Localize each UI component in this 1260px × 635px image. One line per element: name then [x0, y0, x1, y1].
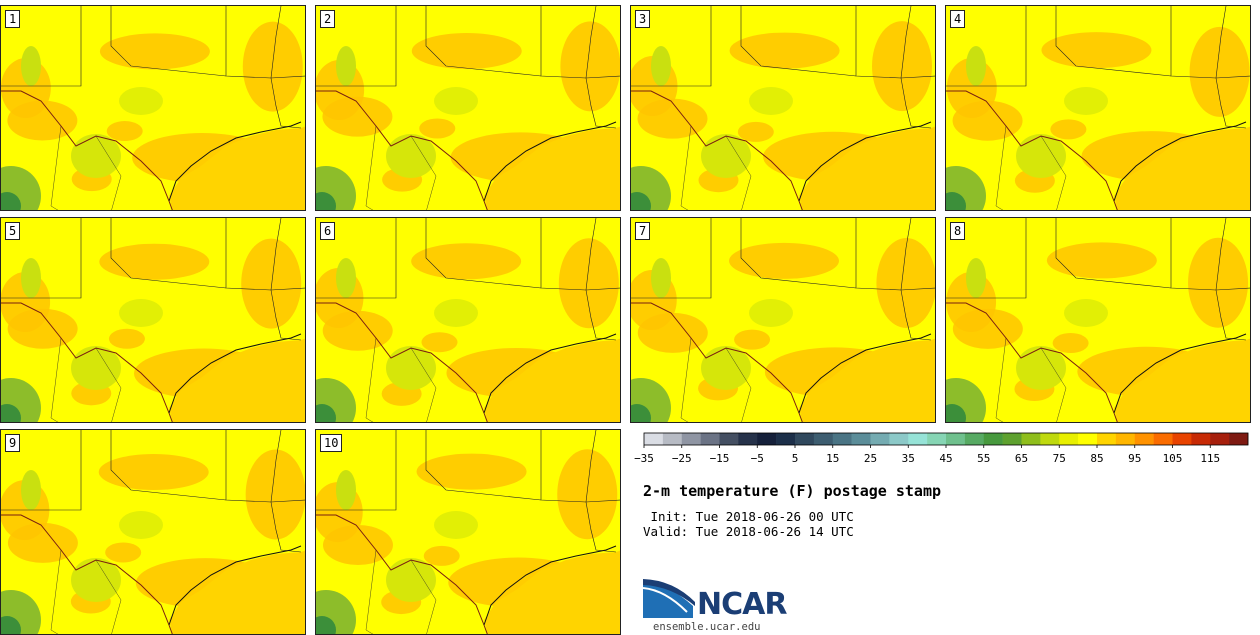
- colorbar-tick-label: 115: [1200, 452, 1221, 465]
- colorbar-swatch: [813, 433, 834, 445]
- temperature-map: [1, 6, 305, 210]
- colorbar-tick-label: 25: [863, 452, 878, 465]
- member-number: 4: [950, 10, 966, 28]
- temperature-map: [631, 218, 935, 422]
- colorbar-swatch: [1191, 433, 1211, 445]
- member-panel-10: 10: [315, 429, 621, 635]
- temperature-colorbar: [643, 432, 1249, 448]
- colorbar-swatch: [870, 433, 890, 445]
- colorbar-tick-label: 95: [1128, 452, 1142, 465]
- colorbar-tick-label: 105: [1162, 452, 1183, 465]
- colorbar-tick-labels: −35 −25 −15 −5 5 15 25 35 45 55 65 75 85 95 105 115: [634, 452, 1260, 468]
- colorbar-swatch: [1172, 433, 1192, 445]
- colorbar-swatch: [757, 433, 777, 445]
- temperature-map: [1, 430, 305, 634]
- member-panel-3: 3: [630, 5, 936, 211]
- colorbar-swatch: [1078, 433, 1098, 445]
- colorbar-swatch: [927, 433, 947, 445]
- colorbar-swatch: [1040, 433, 1060, 445]
- temperature-map: [1, 218, 305, 422]
- member-number: 6: [320, 222, 336, 240]
- valid-time: Valid: Tue 2018-06-26 14 UTC: [643, 524, 854, 539]
- colorbar-swatch: [1153, 433, 1173, 445]
- member-panel-9: 9: [0, 429, 306, 635]
- colorbar-tick-label: −15: [709, 452, 730, 465]
- colorbar-tick-label: −35: [634, 452, 654, 465]
- colorbar-tick-label: 85: [1090, 452, 1104, 465]
- colorbar-swatch: [1021, 433, 1041, 445]
- colorbar-tick-label: 5: [791, 452, 799, 465]
- temperature-map: [316, 6, 620, 210]
- colorbar-swatch: [889, 433, 909, 445]
- member-number: 8: [950, 222, 966, 240]
- colorbar-swatch: [719, 433, 739, 445]
- ncar-logo-icon: [643, 579, 695, 618]
- member-number: 9: [5, 434, 21, 452]
- colorbar-swatch: [1210, 433, 1230, 445]
- colorbar-swatch: [908, 433, 928, 445]
- colorbar-swatch: [946, 433, 966, 445]
- colorbar-tick-label: −25: [671, 452, 692, 465]
- colorbar-swatch: [1097, 433, 1117, 445]
- colorbar-swatch: [1059, 433, 1079, 445]
- colorbar-tick-label: 55: [977, 452, 991, 465]
- colorbar-tick-label: 45: [939, 452, 953, 465]
- member-number: 10: [320, 434, 343, 452]
- member-number: 2: [320, 10, 336, 28]
- init-time: Init: Tue 2018-06-26 00 UTC: [643, 509, 854, 524]
- member-panel-5: 5: [0, 217, 306, 423]
- member-panel-4: 4: [945, 5, 1251, 211]
- colorbar-swatch: [738, 433, 758, 445]
- colorbar-swatch: [681, 433, 701, 445]
- page-title: 2-m temperature (F) postage stamp: [643, 482, 942, 500]
- colorbar-swatch: [964, 433, 985, 445]
- member-number: 3: [635, 10, 651, 28]
- colorbar-swatch: [851, 433, 871, 445]
- colorbar-tick-label: 75: [1052, 452, 1066, 465]
- member-panel-6: 6: [315, 217, 621, 423]
- colorbar-tick-label: −5: [750, 452, 764, 465]
- colorbar-tick-label: 65: [1014, 452, 1029, 465]
- colorbar-swatch: [983, 433, 1003, 445]
- colorbar-tick-label: 15: [826, 452, 840, 465]
- temperature-map: [316, 218, 620, 422]
- ncar-logo-text: NCAR: [697, 587, 787, 622]
- temperature-map: [946, 6, 1250, 210]
- member-number: 5: [5, 222, 21, 240]
- temperature-map: [316, 430, 620, 634]
- member-panel-2: 2: [315, 5, 621, 211]
- member-panel-8: 8: [945, 217, 1251, 423]
- colorbar-swatch: [644, 433, 664, 445]
- member-number: 1: [5, 10, 21, 28]
- colorbar-swatch: [832, 433, 852, 445]
- member-number: 7: [635, 222, 651, 240]
- colorbar-swatch: [662, 433, 683, 445]
- colorbar-swatch: [1134, 433, 1154, 445]
- member-panel-7: 7: [630, 217, 936, 423]
- colorbar-swatch: [700, 433, 720, 445]
- colorbar-swatch: [776, 433, 796, 445]
- colorbar-tick-label: 35: [901, 452, 915, 465]
- colorbar-swatch: [1002, 433, 1022, 445]
- site-url: ensemble.ucar.edu: [653, 621, 761, 633]
- member-panel-1: 1: [0, 5, 306, 211]
- colorbar-swatch: [795, 433, 815, 445]
- colorbar-swatch: [1115, 433, 1136, 445]
- temperature-map: [946, 218, 1250, 422]
- colorbar-swatch: [1229, 433, 1249, 445]
- temperature-map: [631, 6, 935, 210]
